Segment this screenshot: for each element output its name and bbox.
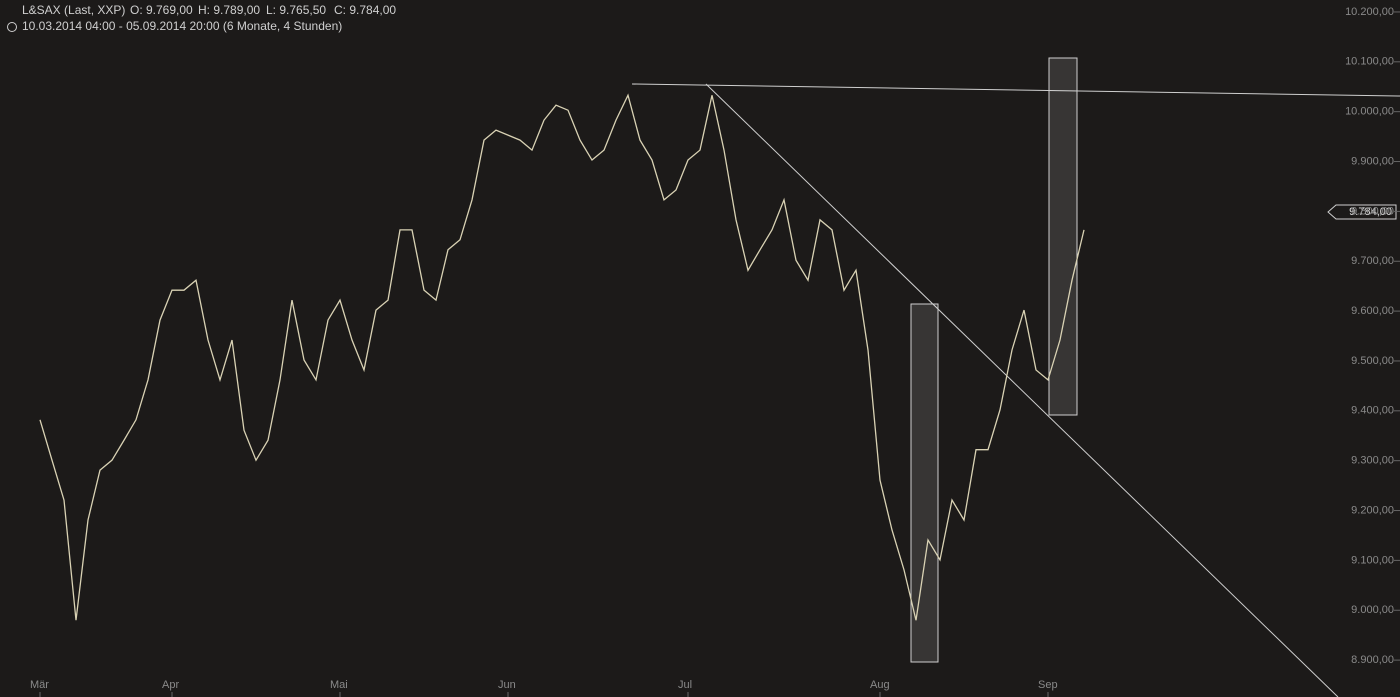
y-tick-label: 10.100,00 xyxy=(1345,56,1394,68)
chart-subtitle: 10.03.2014 04:00 - 05.09.2014 20:00 (6 M… xyxy=(22,19,342,33)
ohlc-high: H: 9.789,00 xyxy=(198,3,260,17)
trend-line xyxy=(705,83,1339,697)
x-tick-label: Sep xyxy=(1038,679,1058,691)
ohlc-low: L: 9.765,50 xyxy=(266,3,326,17)
clock-icon xyxy=(7,22,17,32)
x-tick-label: Jun xyxy=(498,679,516,691)
trend-line xyxy=(631,83,1400,97)
y-tick-label: 9.000,00 xyxy=(1351,604,1394,616)
x-tick-label: Apr xyxy=(162,679,179,691)
y-tick-label: 9.400,00 xyxy=(1351,405,1394,417)
x-tick-label: Mai xyxy=(330,679,348,691)
price-tag: 9.784,00 xyxy=(1349,206,1392,218)
y-tick-label: 10.200,00 xyxy=(1345,6,1394,18)
y-tick-label: 9.700,00 xyxy=(1351,255,1394,267)
chart-title: L&SAX (Last, XXP) xyxy=(22,3,125,17)
y-tick-label: 9.900,00 xyxy=(1351,155,1394,167)
y-tick-label: 10.000,00 xyxy=(1345,106,1394,118)
highlight-box xyxy=(1048,57,1078,416)
y-tick-label: 9.600,00 xyxy=(1351,305,1394,317)
y-tick-label: 9.500,00 xyxy=(1351,355,1394,367)
price-line xyxy=(39,93,1085,621)
x-tick-label: Aug xyxy=(870,679,890,691)
price-tag-box xyxy=(1327,204,1397,220)
y-tick-label: 9.300,00 xyxy=(1351,455,1394,467)
ohlc-close: C: 9.784,00 xyxy=(334,3,396,17)
y-tick-label: 9.100,00 xyxy=(1351,554,1394,566)
ohlc-open: O: 9.769,00 xyxy=(130,3,193,17)
y-tick-label: 9.200,00 xyxy=(1351,504,1394,516)
x-tick-label: Mär xyxy=(30,679,49,691)
highlight-box xyxy=(910,303,939,663)
x-tick-label: Jul xyxy=(678,679,692,691)
y-tick-label: 8.900,00 xyxy=(1351,654,1394,666)
y-tick-label: 9.800,00 xyxy=(1351,205,1394,217)
